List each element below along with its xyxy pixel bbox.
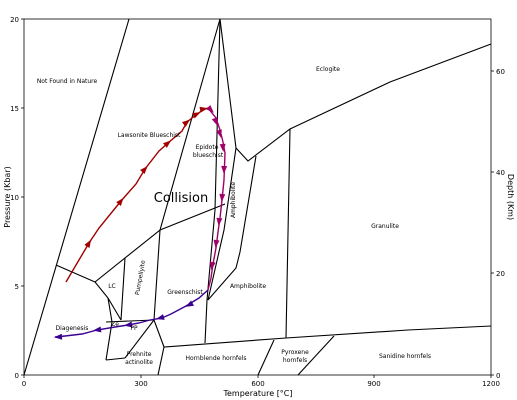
label-granulite: Granulite — [371, 223, 399, 230]
boundary-greenschist-top — [160, 204, 225, 230]
plot-frame — [24, 19, 491, 375]
label-amphibolite: Amphibolite — [230, 283, 266, 290]
x-tick-label: 0 — [22, 380, 26, 388]
arrowhead — [84, 238, 93, 248]
arrowhead — [221, 166, 227, 174]
path-arrowheads — [54, 105, 227, 340]
arrowhead — [206, 105, 216, 115]
boundary-lc-right — [121, 258, 125, 320]
label-lc: LC — [108, 283, 116, 290]
x-tick-label: 900 — [367, 380, 380, 388]
label-diagenesis: Diagenesis — [56, 325, 89, 332]
y-right-tick-label: 20 — [496, 270, 505, 278]
arrowhead — [93, 326, 102, 333]
y-right-tick-label: 60 — [496, 68, 505, 76]
x-tick-label: 1200 — [482, 380, 500, 388]
y-right-tick-label: 0 — [496, 372, 500, 380]
boundary-prehnite-bottom — [106, 358, 125, 360]
y-left-tick-label: 15 — [10, 105, 19, 113]
label-hornblende-hornfels: Hornblende hornfels — [186, 355, 247, 362]
label-prehnite-actinolite-line2: actinolite — [125, 359, 153, 366]
arrowhead — [219, 194, 226, 202]
y-right-tick-label: 40 — [496, 169, 505, 177]
label-pp: PP — [130, 325, 138, 332]
boundary-greenschist-left — [154, 230, 160, 320]
pt-path — [55, 108, 225, 337]
boundary-granulite-left — [286, 129, 290, 338]
label-epidote-blueschist-line1: Epidote — [196, 144, 219, 151]
boundary-amphibolite-right — [208, 148, 236, 300]
label-not-found-in-nature: Not Found in Nature — [37, 78, 98, 85]
label-collision: Collision — [154, 191, 208, 206]
arrowhead — [216, 218, 223, 227]
label-greenschist: Greenschist — [167, 289, 203, 296]
label-sanidine-hornfels: Sanidine hornfels — [379, 353, 431, 360]
x-axis-title: Temperature [°C] — [222, 389, 292, 398]
boundary-blueschist-eclogite — [220, 19, 491, 161]
boundary-prehnite-right — [158, 347, 164, 375]
x-tick-label: 300 — [134, 380, 147, 388]
y-left-tick-label: 20 — [10, 16, 19, 24]
label-amphibolite-vertical: Amphibolite — [230, 182, 237, 218]
arrowhead — [155, 314, 164, 322]
boundary-lc-top — [95, 282, 108, 298]
label-epidote-blueschist-line2: blueschist — [193, 152, 224, 159]
label-lawsonite-blueschist: Lawsonite Blueschist — [118, 132, 181, 139]
y-left-tick-label: 5 — [15, 283, 19, 291]
x-tick-label: 600 — [251, 380, 264, 388]
label-eclogite: Eclogite — [316, 66, 340, 73]
facies-labels: Not Found in Nature Eclogite Lawsonite B… — [37, 66, 431, 366]
label-pumpellyite: Pumpellyite — [134, 259, 147, 295]
label-prehnite-actinolite-line1: Prehnite — [127, 351, 152, 358]
tick-marks — [21, 19, 494, 378]
y-left-tick-label: 0 — [15, 372, 19, 380]
y-left-axis-title: Pressure (Kbar) — [3, 166, 12, 227]
label-pyroxene-hornfels-line2: hornfels — [283, 357, 307, 364]
y-right-tick-labels: 0 20 40 60 — [496, 68, 505, 380]
facies-boundaries — [24, 19, 491, 375]
label-zeolite: Ze — [111, 321, 119, 328]
y-right-axis-title: Depth (Km) — [506, 174, 515, 220]
label-pyroxene-hornfels-line1: Pyroxene — [281, 349, 309, 356]
boundary-hornblende-pyroxene — [258, 340, 274, 375]
arrowhead — [54, 334, 62, 341]
x-tick-labels: 0 300 600 900 1200 — [22, 380, 500, 388]
